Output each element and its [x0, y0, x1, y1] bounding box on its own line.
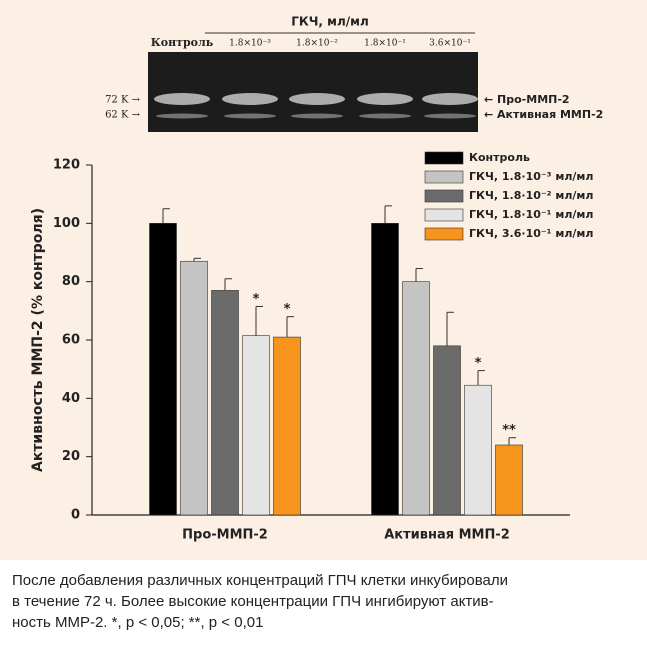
bar	[372, 223, 399, 515]
gel-band	[424, 114, 476, 119]
legend-label: ГКЧ, 1.8·10⁻³ мл/мл	[469, 170, 593, 183]
caption: После добавления различных концентраций …	[12, 570, 632, 633]
bar	[434, 346, 461, 515]
gel-marker: 62 K →	[105, 110, 141, 121]
y-tick-label: 80	[62, 274, 80, 289]
chart: ГКЧ, мл/мл Контроль 1.8×10⁻³ 1.8×10⁻² 1.8×1…	[0, 0, 647, 560]
bar	[243, 336, 270, 515]
bar	[150, 223, 177, 515]
legend-label: ГКЧ, 1.8·10⁻¹ мл/мл	[469, 208, 593, 221]
gel-title: ГКЧ, мл/мл	[291, 15, 368, 29]
legend-swatch	[425, 171, 463, 183]
gel-band	[359, 114, 411, 119]
significance-mark: *	[253, 292, 260, 307]
bar	[181, 261, 208, 515]
bar	[274, 337, 301, 515]
gel-band	[156, 114, 208, 119]
legend-swatch	[425, 190, 463, 202]
y-tick-label: 100	[53, 216, 80, 231]
gel-lane-label: 3.6×10⁻¹	[429, 39, 471, 49]
legend-label: Контроль	[469, 151, 530, 164]
gel-lane-label: 1.8×10⁻²	[296, 39, 338, 49]
caption-line: ность ММР-2. *, р < 0,05; **, р < 0,01	[12, 612, 632, 633]
y-tick-label: 60	[62, 333, 80, 348]
significance-mark: *	[284, 302, 291, 317]
legend-label: ГКЧ, 3.6·10⁻¹ мл/мл	[469, 227, 593, 240]
x-tick-label: Про-ММП-2	[182, 528, 268, 543]
legend-swatch	[425, 209, 463, 221]
y-tick-label: 120	[53, 158, 80, 173]
gel-band	[224, 114, 276, 119]
gel-band	[154, 93, 210, 105]
bar	[465, 385, 492, 515]
gel-band	[291, 114, 343, 119]
caption-line: в течение 72 ч. Более высокие концентрац…	[12, 591, 632, 612]
gel-lane-label: 1.8×10⁻¹	[364, 39, 406, 49]
gel-band-label: ← Про-ММП-2	[484, 93, 570, 106]
x-tick-label: Активная ММП-2	[384, 528, 510, 543]
page: {"gel": {"title": "ГКЧ, мл/мл", "lanes":…	[0, 0, 647, 656]
gel-image	[148, 52, 478, 132]
bar	[403, 282, 430, 515]
gel-band	[222, 93, 278, 105]
legend-swatch	[425, 228, 463, 240]
legend-swatch	[425, 152, 463, 164]
caption-line: После добавления различных концентраций …	[12, 570, 632, 591]
gel-lane-label: 1.8×10⁻³	[229, 39, 271, 49]
bar	[212, 290, 239, 515]
y-tick-label: 20	[62, 449, 80, 464]
gel-band	[289, 93, 345, 105]
significance-mark: *	[475, 356, 482, 371]
gel-band-label: ← Активная ММП-2	[484, 108, 603, 121]
y-tick-label: 40	[62, 391, 80, 406]
gel-band	[357, 93, 413, 105]
legend-label: ГКЧ, 1.8·10⁻² мл/мл	[469, 189, 593, 202]
y-axis-label: Активность ММП-2 (% контроля)	[30, 208, 46, 472]
gel-lane-label: Контроль	[151, 36, 214, 49]
bar	[496, 445, 523, 515]
gel-marker: 72 K →	[105, 95, 141, 106]
significance-mark: **	[502, 423, 516, 438]
gel-band	[422, 93, 478, 105]
y-tick-label: 0	[71, 508, 80, 523]
